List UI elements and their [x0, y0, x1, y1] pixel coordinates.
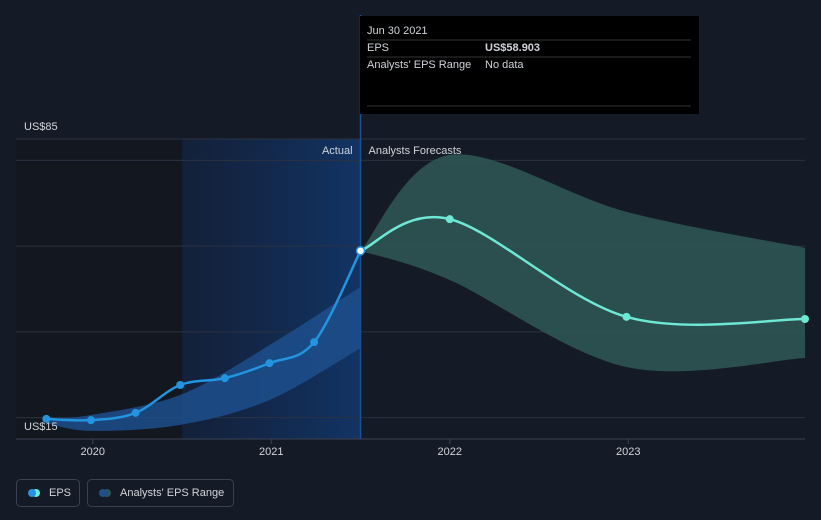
lines [42, 215, 809, 425]
tooltip-value: US$58.903 [485, 42, 540, 54]
eps-point [801, 315, 809, 323]
legend-label: EPS [49, 487, 71, 499]
eps-point [265, 359, 274, 368]
areas [46, 154, 805, 431]
y-tick-label: US$85 [24, 121, 58, 133]
eps-line [360, 216, 806, 327]
eps-point [86, 416, 95, 425]
tooltip-label: EPS [367, 42, 389, 54]
y-tick-label: US$15 [24, 421, 58, 433]
eps-point [445, 215, 454, 224]
legend-item-box[interactable] [16, 479, 80, 507]
legend: EPS Analysts' EPS Range [16, 479, 234, 507]
actual-label: Actual [322, 145, 353, 157]
tooltip-value: No data [485, 59, 524, 71]
eps-point [176, 381, 185, 389]
x-tick-label: 2020 [81, 446, 105, 458]
range-area [360, 154, 805, 372]
legend-swatch [28, 489, 36, 497]
labels: US$15 US$85 2020 2021 2022 2023 Actual Analysts… [24, 121, 641, 458]
x-tick-label: 2023 [616, 446, 640, 458]
legend-item-box[interactable] [87, 479, 234, 507]
backgrounds [16, 139, 361, 439]
legend-swatch [99, 489, 107, 497]
eps-point [622, 312, 631, 321]
tooltip: Jun 30 2021 EPS US$58.903 Analysts' EPS Ran… [360, 16, 699, 114]
tooltip-date: Jun 30 2021 [367, 25, 428, 37]
eps-point [131, 408, 140, 417]
legend-label: Analysts' EPS Range [120, 487, 224, 499]
tooltip-box [360, 16, 699, 114]
eps-point [355, 246, 366, 256]
x-tick-label: 2022 [438, 446, 462, 458]
forecast-label: Analysts Forecasts [369, 145, 462, 157]
tooltip-label: Analysts' EPS Range [367, 59, 471, 71]
eps-point [220, 374, 229, 383]
eps-point [310, 338, 319, 347]
x-tick-label: 2021 [259, 446, 283, 458]
range-area [46, 286, 361, 431]
eps-point [42, 414, 51, 423]
